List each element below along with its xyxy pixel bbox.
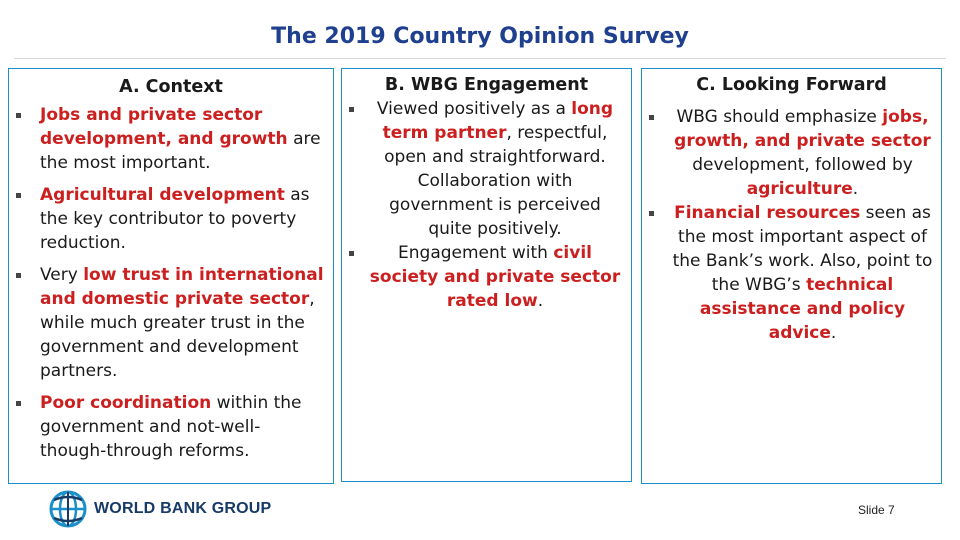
bullet-item: Engagement with civil society and privat… (349, 241, 621, 313)
bullet-text: Viewed positively as a (376, 99, 572, 119)
title-divider (14, 58, 946, 59)
square-bullet-icon (16, 113, 21, 118)
bullet-item: WBG should emphasize jobs, growth, and p… (649, 105, 935, 201)
bullet-text: WBG should emphasize (676, 107, 883, 127)
bullet-text: are the most important. (40, 129, 321, 173)
bullet-item: Viewed positively as a long term partner… (349, 97, 621, 241)
highlighted-text: Agricultural development (40, 185, 285, 205)
square-bullet-icon (16, 273, 21, 278)
square-bullet-icon (649, 115, 654, 120)
square-bullet-icon (16, 401, 21, 406)
highlighted-text: jobs, growth, and private sector (674, 107, 931, 151)
looking-forward-panel: C. Looking Forward WBG should emphasize … (641, 68, 942, 484)
highlighted-text: agriculture (746, 179, 853, 199)
bullet-text: . (852, 179, 859, 199)
bullet-item: Poor coordination within the government … (16, 391, 325, 463)
highlighted-text: long term partner (382, 99, 614, 143)
highlighted-text: civil society and private sector rated l… (369, 243, 621, 311)
bullet-item: Agricultural development as the key cont… (16, 183, 325, 255)
logo-text: WORLD BANK GROUP (94, 500, 272, 517)
bullet-item: Jobs and private sector development, and… (16, 103, 325, 175)
bullet-text: , respectful, open and straightforward. … (384, 123, 608, 239)
bullet-text: Very (40, 265, 84, 285)
bullet-text: . (537, 291, 544, 311)
context-panel: A. Context Jobs and private sector devel… (8, 68, 334, 484)
bullet-text: seen as the most important aspect of the… (672, 203, 933, 295)
column-heading: C. Looking Forward (696, 75, 887, 95)
globe-icon (49, 490, 87, 528)
engagement-panel: B. WBG Engagement Viewed positively as a… (341, 68, 632, 482)
bullet-text: , while much greater trust in the govern… (40, 289, 315, 381)
highlighted-text: low trust in international and domestic … (40, 265, 324, 309)
square-bullet-icon (16, 193, 21, 198)
bullet-text: as the key contributor to poverty reduct… (40, 185, 310, 253)
bullet-item: Very low trust in international and dome… (16, 263, 325, 383)
bullet-list: WBG should emphasize jobs, growth, and p… (642, 105, 941, 345)
square-bullet-icon (649, 211, 654, 216)
bullet-text: within the government and not-well-thoug… (40, 393, 302, 461)
bullet-text: development, followed by (692, 155, 913, 175)
world-bank-group-logo: WORLD BANK GROUP (48, 489, 271, 529)
highlighted-text: Poor coordination (40, 393, 212, 413)
slide-title: The 2019 Country Opinion Survey (271, 24, 689, 49)
column-heading: A. Context (119, 77, 223, 97)
highlighted-text: technical assistance and policy advice (699, 275, 906, 343)
highlighted-text: Jobs and private sector development, and… (40, 105, 288, 149)
bullet-text: Engagement with (398, 243, 554, 263)
bullet-list: Jobs and private sector development, and… (9, 103, 333, 463)
bullet-list: Viewed positively as a long term partner… (342, 97, 631, 313)
column-heading: B. WBG Engagement (384, 75, 589, 95)
bullet-item: Financial resources seen as the most imp… (649, 201, 935, 345)
slide-number: Slide 7 (858, 503, 895, 517)
square-bullet-icon (349, 107, 354, 112)
square-bullet-icon (349, 251, 354, 256)
highlighted-text: Financial resources (674, 203, 861, 223)
bullet-text: . (830, 323, 837, 343)
